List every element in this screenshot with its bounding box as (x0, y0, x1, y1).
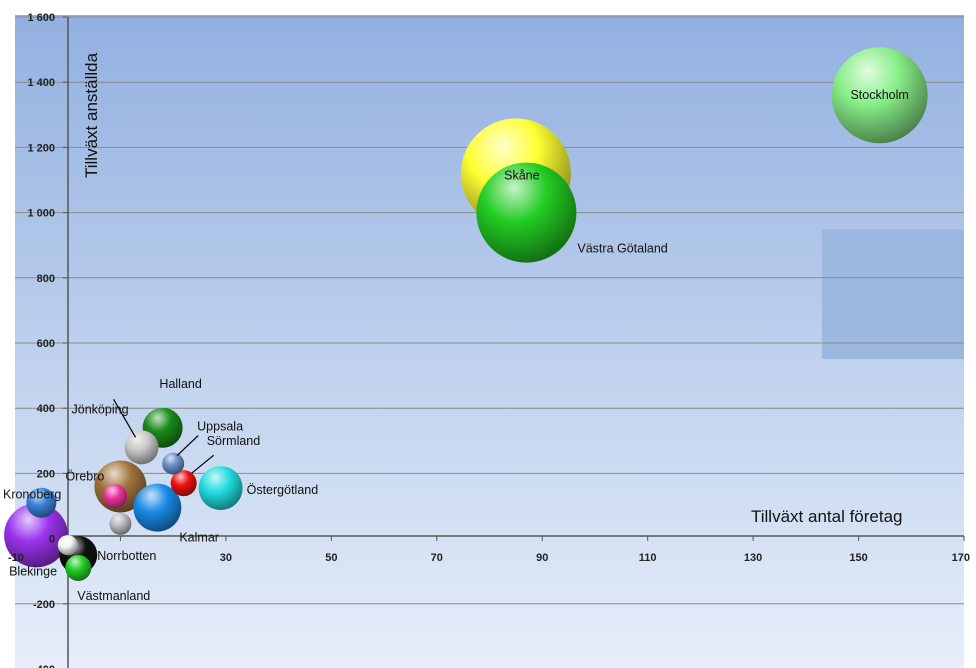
bubble-label-skåne: Skåne (504, 168, 539, 182)
leader-line (176, 435, 199, 457)
x-tick-label: 50 (325, 552, 337, 564)
bubble-östergötland (198, 466, 243, 511)
bubble-label-västmanland: Västmanland (77, 589, 150, 603)
bubble-uppsala (162, 452, 185, 475)
overlay-panel (822, 229, 964, 359)
y-tick-label: 800 (37, 273, 55, 285)
y-tick-label: 1 000 (27, 208, 55, 220)
bubbles (4, 47, 928, 581)
y-axis-title: Tillväxt anställda (82, 52, 101, 178)
y-tick-label: 0 (49, 534, 55, 546)
x-tick-label: 70 (431, 552, 443, 564)
bubble-label-östergötland: Östergötland (247, 483, 319, 497)
bubble-label-blekinge: Blekinge (9, 564, 57, 578)
y-tick-label: 1 600 (27, 12, 55, 24)
bubble-label-kalmar: Kalmar (179, 531, 219, 545)
bubble-västmanland (65, 554, 92, 581)
bubble-label-jönköping: Jönköping (72, 402, 129, 416)
plot-background (15, 15, 964, 668)
bubble-stockholm (831, 47, 928, 144)
bubble-unlabeled (57, 535, 78, 556)
x-axis-title: Tillväxt antal företag (751, 507, 903, 526)
tick-labels: -400 -200 0 200 400 600 800 1 000 1 200 1 400 1 60… (8, 12, 970, 668)
y-tick-label: 400 (37, 403, 55, 415)
bubble-label-uppsala: Uppsala (197, 420, 243, 434)
x-tick-label: -10 (8, 552, 24, 564)
bubble-label-västra-götaland: Västra Götaland (577, 242, 667, 256)
label-connectors (113, 399, 215, 474)
y-tick-label: 1 400 (27, 77, 55, 89)
leader-line (113, 399, 137, 438)
bubble-label-halland: Halland (159, 377, 201, 391)
bubble-västra-götaland (476, 162, 577, 263)
x-tick-label: 170 (952, 552, 970, 564)
bubble-sörmland (170, 470, 197, 497)
bubble-kronoberg (26, 487, 57, 518)
y-tick-label: -400 (33, 664, 55, 668)
bubble-unlabeled (109, 512, 132, 535)
y-tick-label: -200 (33, 599, 55, 611)
bubble-unlabeled (103, 484, 128, 509)
x-tick-label: 110 (639, 552, 657, 564)
bubble-label-stockholm: Stockholm (850, 88, 908, 102)
leader-line (191, 454, 215, 474)
bubble-jönköping (124, 430, 159, 465)
x-tick-label: 90 (536, 552, 548, 564)
x-tick-label: 130 (744, 552, 762, 564)
bubble-label-kronoberg: Kronoberg (3, 488, 61, 502)
bubble-label-sörmland: Sörmland (207, 434, 261, 448)
bubble-label-örebro: Örebro (65, 469, 104, 483)
y-tick-label: 600 (37, 338, 55, 350)
y-tick-label: 200 (37, 468, 55, 480)
bubble-label-norrbotten: Norrbotten (97, 549, 156, 563)
y-tick-label: 1 200 (27, 142, 55, 154)
bubble-labels: Stockholm Västra Götaland Skåne Halland Jönk… (3, 88, 909, 603)
x-tick-label: 150 (849, 552, 867, 564)
x-tick-label: 30 (220, 552, 232, 564)
bubble-blekinge (4, 503, 69, 568)
bubble-kalmar (133, 483, 182, 532)
